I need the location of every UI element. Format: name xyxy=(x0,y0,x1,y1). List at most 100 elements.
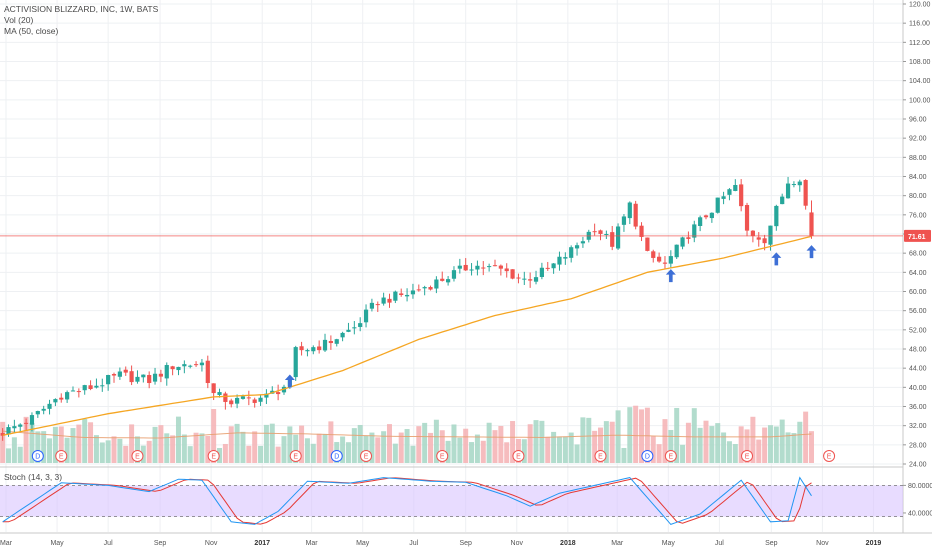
candle-body[interactable] xyxy=(721,196,726,199)
earnings-marker[interactable] xyxy=(512,450,525,462)
candle-body[interactable] xyxy=(774,205,779,227)
candle-body[interactable] xyxy=(100,385,105,387)
candle-body[interactable] xyxy=(129,371,134,383)
candle-body[interactable] xyxy=(35,411,40,415)
candle-body[interactable] xyxy=(346,329,351,332)
earnings-marker[interactable] xyxy=(289,450,302,462)
candle-body[interactable] xyxy=(252,399,257,403)
candle-body[interactable] xyxy=(117,371,122,377)
candle-body[interactable] xyxy=(545,267,550,269)
candle-body[interactable] xyxy=(674,244,679,258)
candle-body[interactable] xyxy=(809,212,814,236)
candle-body[interactable] xyxy=(6,427,11,435)
candle-body[interactable] xyxy=(65,392,70,400)
candle-body[interactable] xyxy=(627,202,632,219)
candle-body[interactable] xyxy=(657,256,662,262)
candle-body[interactable] xyxy=(780,196,785,205)
candle-body[interactable] xyxy=(193,364,199,366)
candle-body[interactable] xyxy=(510,269,515,279)
symbol-title[interactable]: ACTIVISION BLIZZARD, INC, 1W, BATS xyxy=(4,4,159,14)
candle-body[interactable] xyxy=(756,237,761,240)
candle-body[interactable] xyxy=(451,270,457,279)
candle-body[interactable] xyxy=(692,224,697,238)
earnings-marker[interactable] xyxy=(823,450,836,462)
candle-body[interactable] xyxy=(29,415,35,425)
candle-body[interactable] xyxy=(322,339,328,351)
candle-body[interactable] xyxy=(416,289,421,291)
candle-body[interactable] xyxy=(633,203,638,227)
candle-body[interactable] xyxy=(123,369,128,373)
candle-body[interactable] xyxy=(235,397,240,404)
candle-body[interactable] xyxy=(369,302,375,309)
candle-body[interactable] xyxy=(305,350,310,352)
candle-body[interactable] xyxy=(88,385,93,390)
candle-body[interactable] xyxy=(393,291,398,301)
candle-body[interactable] xyxy=(744,204,750,231)
candle-body[interactable] xyxy=(727,189,732,195)
candle-body[interactable] xyxy=(463,264,468,271)
candle-body[interactable] xyxy=(164,365,169,379)
candle-body[interactable] xyxy=(375,304,380,306)
candle-body[interactable] xyxy=(492,265,498,267)
candle-body[interactable] xyxy=(246,397,251,399)
candle-body[interactable] xyxy=(481,267,486,269)
candle-body[interactable] xyxy=(147,375,152,384)
candle-body[interactable] xyxy=(446,279,451,283)
earnings-marker[interactable] xyxy=(664,450,677,462)
candle-body[interactable] xyxy=(615,226,621,249)
candle-body[interactable] xyxy=(698,217,703,226)
candle-body[interactable] xyxy=(797,181,802,186)
candle-body[interactable] xyxy=(791,184,797,186)
earnings-marker[interactable] xyxy=(436,450,449,462)
candle-body[interactable] xyxy=(645,237,650,251)
candle-body[interactable] xyxy=(387,298,392,303)
candle-body[interactable] xyxy=(604,233,609,235)
candle-body[interactable] xyxy=(762,238,767,244)
candle-body[interactable] xyxy=(487,266,492,268)
candle-body[interactable] xyxy=(0,433,5,436)
candle-body[interactable] xyxy=(504,268,509,272)
candle-body[interactable] xyxy=(363,309,369,323)
candle-body[interactable] xyxy=(598,230,603,234)
candle-body[interactable] xyxy=(293,347,298,378)
candle-body[interactable] xyxy=(703,215,709,218)
candle-body[interactable] xyxy=(311,347,316,352)
candle-body[interactable] xyxy=(12,426,17,429)
earnings-marker[interactable] xyxy=(207,450,220,462)
candle-body[interactable] xyxy=(82,385,87,391)
candle-body[interactable] xyxy=(205,360,210,384)
candle-body[interactable] xyxy=(76,391,81,393)
candle-body[interactable] xyxy=(428,287,433,290)
candle-body[interactable] xyxy=(399,293,404,296)
stochastic-label[interactable]: Stoch (14, 3, 3) xyxy=(4,472,63,482)
candle-body[interactable] xyxy=(803,180,808,206)
candle-body[interactable] xyxy=(334,339,339,344)
candle-body[interactable] xyxy=(574,245,580,249)
candle-body[interactable] xyxy=(498,265,503,269)
candle-body[interactable] xyxy=(662,262,668,264)
earnings-marker[interactable] xyxy=(360,450,373,462)
candle-body[interactable] xyxy=(381,297,386,304)
dividend-marker[interactable] xyxy=(641,450,654,462)
candle-body[interactable] xyxy=(680,237,685,247)
candle-body[interactable] xyxy=(422,287,427,289)
candle-body[interactable] xyxy=(592,231,597,233)
earnings-marker[interactable] xyxy=(741,450,754,462)
candle-body[interactable] xyxy=(217,392,222,395)
candle-body[interactable] xyxy=(41,408,46,411)
candle-body[interactable] xyxy=(53,399,58,403)
candle-body[interactable] xyxy=(457,265,462,269)
candle-body[interactable] xyxy=(733,184,738,191)
candle-body[interactable] xyxy=(264,393,269,398)
candle-body[interactable] xyxy=(111,374,117,376)
moving-average-label[interactable]: MA (50, close) xyxy=(4,26,59,36)
candle-body[interactable] xyxy=(47,403,52,409)
candle-body[interactable] xyxy=(317,346,322,351)
candle-body[interactable] xyxy=(715,197,720,213)
candle-body[interactable] xyxy=(135,376,140,382)
volume-indicator-label[interactable]: Vol (20) xyxy=(4,15,34,25)
candle-body[interactable] xyxy=(23,422,29,424)
candle-body[interactable] xyxy=(785,183,791,199)
candle-body[interactable] xyxy=(158,373,164,377)
